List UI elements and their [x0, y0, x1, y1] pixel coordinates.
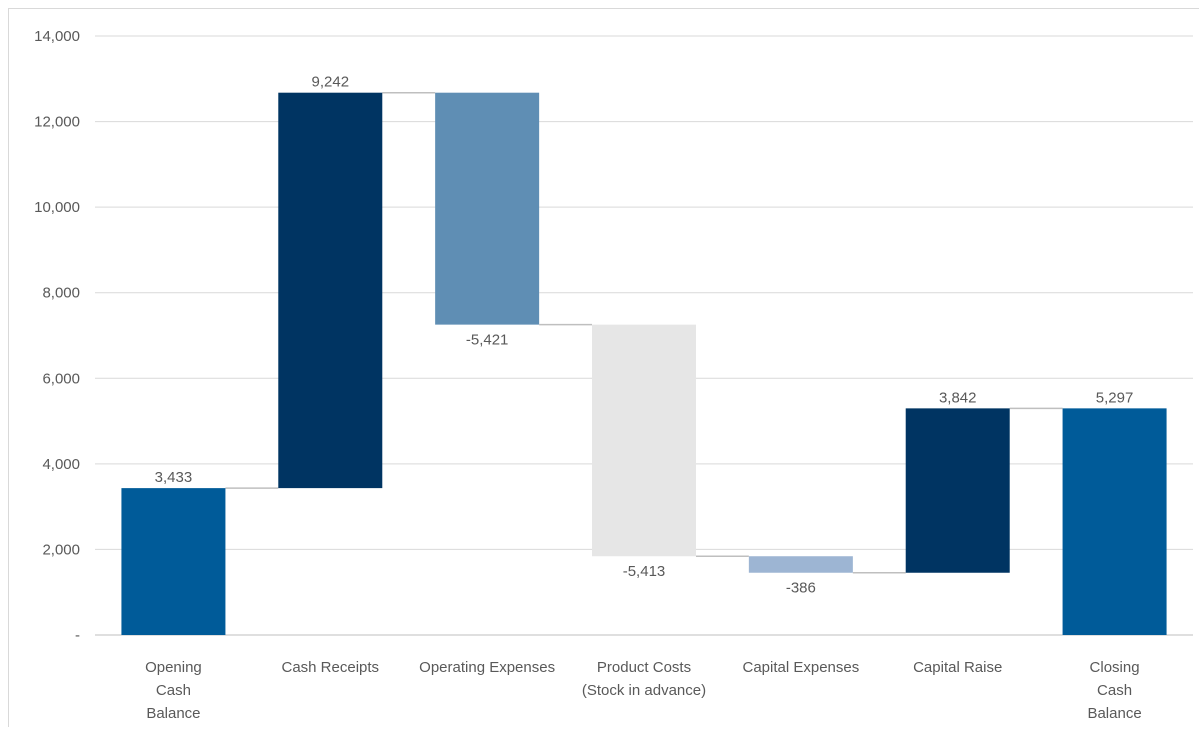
bar — [121, 488, 226, 635]
data-label: 3,842 — [939, 389, 977, 406]
y-tick-label: 14,000 — [34, 28, 80, 45]
y-tick-label: 12,000 — [34, 114, 80, 131]
x-category-label: Product Costs (Stock in advance) — [582, 659, 706, 699]
bar — [435, 92, 540, 325]
x-category-label: Operating Expenses — [419, 659, 555, 676]
data-label: -5,421 — [466, 332, 509, 349]
x-category-label: Capital Expenses — [742, 659, 859, 676]
data-label: 3,433 — [155, 469, 193, 486]
y-tick-label: 10,000 — [34, 199, 80, 216]
data-label: 5,297 — [1096, 389, 1134, 406]
bar — [278, 92, 383, 489]
bar — [748, 556, 853, 573]
bar — [905, 408, 1010, 573]
data-label: 9,242 — [312, 74, 350, 91]
y-tick-label: 8,000 — [42, 285, 80, 302]
y-axis-ticks: - 2,000 4,000 6,000 8,000 10,000 12,000 14,000 — [34, 28, 80, 644]
bar — [592, 324, 696, 557]
bar — [1062, 408, 1167, 635]
y-tick-label: 4,000 — [42, 456, 80, 473]
connectors — [225, 91, 1063, 574]
x-category-label: Capital Raise — [913, 659, 1002, 676]
x-category-label: Closing Cash Balance — [1087, 659, 1141, 722]
data-labels: 3,433 9,242 -5,421 -5,413 -386 3,842 5,297 — [155, 74, 1134, 597]
x-category-label: Opening Cash Balance — [145, 659, 202, 722]
x-axis-categories: Opening Cash Balance Cash Receipts Operating… — [145, 659, 1142, 722]
data-label: -5,413 — [623, 563, 666, 580]
bars — [121, 92, 1167, 635]
y-tick-label: 2,000 — [42, 541, 80, 558]
x-category-label: Cash Receipts — [282, 659, 380, 676]
data-label: -386 — [786, 580, 816, 597]
y-tick-label: 6,000 — [42, 370, 80, 387]
y-tick-label: - — [75, 627, 80, 644]
